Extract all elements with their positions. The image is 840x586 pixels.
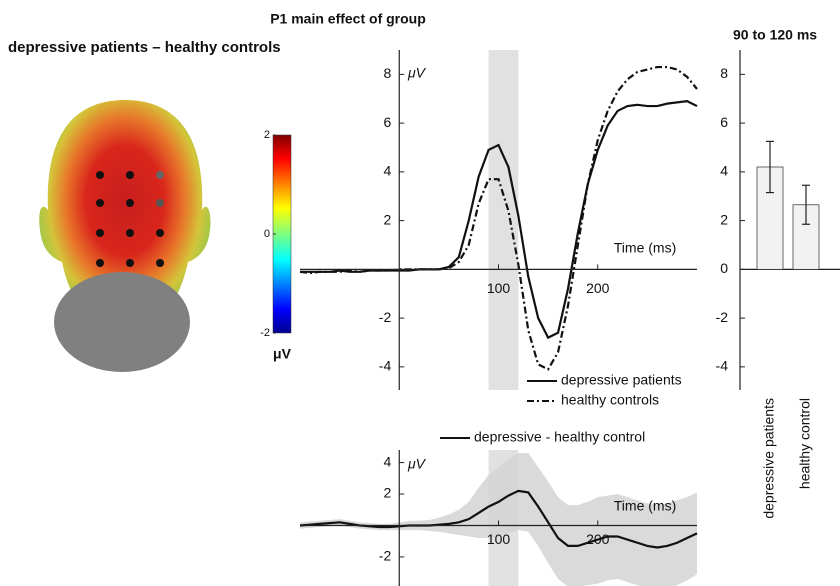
x-tick-label: depressive patients — [761, 398, 777, 519]
colorbar-unit: μV — [273, 346, 292, 362]
y-axis-label: μV — [407, 65, 427, 81]
x-tick-label: 200 — [586, 280, 610, 296]
y-tick-label: 8 — [720, 65, 728, 81]
neck — [54, 272, 190, 372]
colorbar-tick-label: 2 — [264, 129, 270, 141]
legend-label: depressive - healthy control — [474, 429, 645, 445]
confidence-band — [300, 453, 697, 586]
y-tick-label: -4 — [379, 358, 392, 374]
y-tick-label: 0 — [720, 260, 728, 276]
scalp — [39, 100, 211, 340]
plot-area — [300, 450, 698, 586]
x-axis-label: Time (ms) — [614, 498, 676, 514]
y-tick-label: 6 — [720, 114, 728, 130]
y-tick-label: -2 — [379, 309, 392, 325]
y-axis-label: μV — [407, 456, 427, 472]
y-tick-label: 2 — [383, 485, 391, 501]
y-tick-label: -2 — [379, 548, 392, 564]
colorbar-tick-label: -2 — [260, 327, 270, 339]
x-tick-label: 200 — [586, 531, 610, 547]
x-tick-label: 100 — [487, 531, 511, 547]
colorbar-tick-label: 0 — [264, 228, 270, 240]
time-window — [488, 50, 519, 390]
x-tick-label: healthy control — [797, 398, 813, 489]
figure-title: P1 main effect of group — [270, 11, 426, 27]
electrodes — [96, 171, 164, 267]
y-tick-label: 6 — [383, 114, 391, 130]
legend-label: depressive patients — [561, 372, 682, 388]
y-tick-label: 4 — [383, 163, 391, 179]
x-axis-label: Time (ms) — [614, 240, 676, 256]
series-line — [299, 65, 698, 371]
bar-chart-title: 90 to 120 ms — [733, 27, 817, 43]
legend-label: healthy controls — [561, 392, 659, 408]
y-tick-label: 4 — [383, 453, 391, 469]
y-tick-label: 8 — [383, 65, 391, 81]
y-tick-label: 2 — [383, 211, 391, 227]
y-tick-label: 4 — [720, 163, 728, 179]
y-tick-label: -4 — [716, 358, 729, 374]
figure-subtitle: depressive patients – healthy controls — [8, 39, 281, 56]
plot-area — [299, 50, 698, 390]
y-tick-label: 2 — [720, 211, 728, 227]
y-tick-label: -2 — [716, 309, 729, 325]
x-tick-label: 100 — [487, 280, 511, 296]
head-topography — [39, 100, 211, 372]
error-bar — [766, 140, 774, 194]
error-bar — [802, 184, 810, 225]
